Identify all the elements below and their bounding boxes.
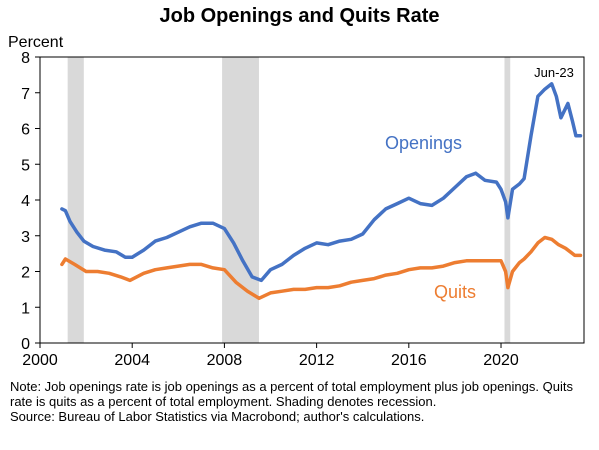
recession-shade <box>504 57 511 343</box>
x-tick-label: 2008 <box>207 352 243 369</box>
chart-notes: Note: Job openings rate is job openings … <box>10 379 595 424</box>
recession-shade <box>222 57 259 343</box>
x-tick-label: 2020 <box>483 352 519 369</box>
y-tick-label: 0 <box>21 336 30 353</box>
y-tick-label: 7 <box>21 86 30 103</box>
y-tick-label: 2 <box>21 265 30 282</box>
x-tick-label: 2004 <box>114 352 150 369</box>
series-label-quits: Quits <box>434 282 476 302</box>
source-text: Source: Bureau of Labor Statistics via M… <box>10 409 425 424</box>
y-tick-label: 8 <box>21 50 30 67</box>
y-tick-label: 1 <box>21 300 30 317</box>
y-tick-label: 5 <box>21 157 30 174</box>
series-line-openings <box>60 82 583 283</box>
series-label-openings: Openings <box>385 133 462 153</box>
x-tick-label: 2016 <box>391 352 427 369</box>
series-line-quits <box>60 235 583 301</box>
annotation-jun-23: Jun-23 <box>534 65 574 80</box>
recession-shade <box>67 57 84 343</box>
y-tick-label: 3 <box>21 229 30 246</box>
y-axis-label: Percent <box>8 34 64 51</box>
x-tick-label: 2012 <box>299 352 335 369</box>
plot-frame <box>39 56 585 344</box>
y-tick-label: 4 <box>21 193 30 210</box>
x-tick-label: 2000 <box>22 352 58 369</box>
note-text: Note: Job openings rate is job openings … <box>10 379 573 409</box>
chart-title: Job Openings and Quits Rate <box>159 5 440 27</box>
y-tick-label: 6 <box>21 122 30 139</box>
